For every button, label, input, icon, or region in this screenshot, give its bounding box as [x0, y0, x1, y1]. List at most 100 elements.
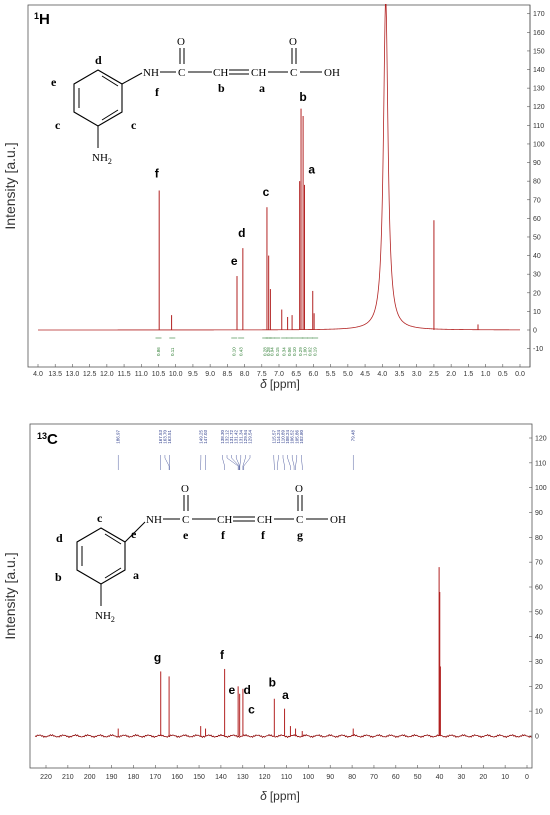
h1-integral-value: 0.86: [156, 347, 161, 356]
c13-x-tick-label: 130: [237, 774, 249, 781]
h1-y-tick-label: 160: [533, 30, 545, 37]
c13-x-tick-label: 170: [149, 774, 161, 781]
h1-integral-value: 0.19: [313, 347, 318, 356]
h1-y-tick-label: 150: [533, 48, 545, 55]
c13-shift-connector: [222, 455, 224, 470]
h1-integral-value: 0.11: [170, 347, 175, 356]
h1-peak-label-f: f: [155, 166, 160, 180]
c13-peak-label-a: a: [282, 688, 289, 702]
c13-shift-connector: [288, 455, 291, 470]
h1-x-tick-label: 0.0: [515, 371, 525, 378]
h1-y-tick-label: 20: [533, 290, 541, 297]
c13-nucleus-title: 13C: [37, 431, 58, 448]
c13-shift-connector: [243, 455, 246, 470]
h1-x-tick-label: 13.0: [66, 371, 80, 378]
h1-chain-label-f: f: [155, 85, 160, 99]
c13-ring-label-c: c: [97, 511, 103, 525]
h1-x-tick-label: 3.5: [395, 371, 405, 378]
c13-y-tick-label: 20: [535, 684, 543, 691]
c13-chain-label-e: e: [183, 528, 189, 542]
c13-y-tick-label: 100: [535, 485, 547, 492]
h1-x-tick-label: 9.5: [188, 371, 198, 378]
c13-acid-c: C: [296, 514, 303, 526]
c13-shift-label: 163.51: [167, 430, 172, 444]
c13-shift-connector: [274, 455, 275, 470]
c13-peak-label-b: b: [269, 675, 276, 689]
h1-x-axis-symbol: δ: [260, 377, 267, 391]
c13-oxygen-1: O: [181, 483, 189, 495]
h1-frame: [28, 5, 530, 367]
c13-shift-connector: [240, 455, 241, 470]
h1-integral-value: 0.15: [275, 347, 280, 356]
h1-x-tick-label: 2.0: [446, 371, 456, 378]
c13-y-tick-label: 30: [535, 659, 543, 666]
h1-y-tick-label: 100: [533, 141, 545, 148]
c13-chain-label-f1: f: [221, 528, 226, 542]
c13-oh-label: OH: [330, 514, 346, 526]
h1-peak-label-e: e: [231, 254, 238, 268]
c13-benzene-ring: [77, 528, 125, 584]
h1-y-tick-label: 130: [533, 86, 545, 93]
c13-shift-connector: [283, 455, 285, 470]
h1-x-tick-label: 2.5: [429, 371, 439, 378]
h1-nucleus-symbol: H: [39, 11, 50, 28]
h1-y-tick-label: 30: [533, 272, 541, 279]
c13-frame: [30, 424, 532, 768]
c13-x-axis-label: δ[ppm]: [260, 789, 300, 803]
c13-shift-connector: [296, 455, 297, 470]
c13-x-axis-symbol: δ: [260, 789, 267, 803]
c13-shift-connector: [277, 455, 278, 470]
c13-nucleus-mass: 13: [37, 431, 47, 441]
c13-shift-connector: [232, 455, 239, 470]
h1-x-tick-label: 4.5: [360, 371, 370, 378]
h1-x-tick-label: 3.0: [412, 371, 422, 378]
h1-y-tick-label: 50: [533, 234, 541, 241]
h1-x-tick-label: 1.0: [481, 371, 491, 378]
h1-x-axis-unit: [ppm]: [270, 377, 300, 391]
c13-y-tick-label: 80: [535, 535, 543, 542]
h1-y-tick-label: 40: [533, 253, 541, 260]
h1-x-tick-label: 10.0: [169, 371, 183, 378]
h1-ch-1: CH: [213, 67, 228, 79]
c13-shift-label: 186.97: [116, 430, 121, 444]
c13-x-tick-label: 90: [326, 774, 334, 781]
h1-nmr-panel: -100102030405060708090100110120130140150…: [2, 4, 545, 391]
c13-x-tick-label: 50: [414, 774, 422, 781]
c13-shift-connector: [301, 455, 302, 470]
h1-y-tick-label: 120: [533, 104, 545, 111]
h1-y-tick-label: 140: [533, 67, 545, 74]
c13-x-tick-label: 190: [106, 774, 118, 781]
c13-peaks: [118, 567, 440, 736]
h1-integral-value: 0.43: [239, 347, 244, 356]
c13-x-tick-label: 0: [525, 774, 529, 781]
h1-ring-label-c2: c: [131, 118, 137, 132]
h1-nh2-text: NH: [92, 152, 108, 164]
c13-chain-label-f2: f: [261, 528, 266, 542]
c13-spectrum-line: [35, 735, 531, 738]
h1-x-tick-label: 4.0: [377, 371, 387, 378]
h1-peak-label-b: b: [299, 90, 306, 104]
c13-ch-2: CH: [257, 514, 272, 526]
c13-x-tick-label: 100: [303, 774, 315, 781]
h1-integral-value: 0.10: [232, 347, 237, 356]
h1-chain-label-b: b: [218, 81, 225, 95]
h1-x-tick-label: 12.0: [100, 371, 114, 378]
c13-y-tick-label: 50: [535, 609, 543, 616]
h1-carbonyl-c: C: [178, 67, 185, 79]
h1-x-tick-label: 12.5: [83, 371, 97, 378]
c13-shift-label: 102.80: [299, 430, 304, 444]
c13-ring-label-d: d: [56, 531, 63, 545]
c13-y-tick-label: 0: [535, 734, 539, 741]
c13-shift-label: 147.03: [203, 430, 208, 444]
h1-peak-label-c: c: [263, 185, 270, 199]
h1-nucleus-title: 1H: [34, 11, 50, 28]
h1-x-tick-label: 8.0: [240, 371, 250, 378]
h1-nh-label: NH: [143, 67, 159, 79]
c13-x-tick-label: 180: [128, 774, 140, 781]
h1-structure: NH C O CH CH C O OH NH2 d e c c f b a: [51, 36, 340, 166]
